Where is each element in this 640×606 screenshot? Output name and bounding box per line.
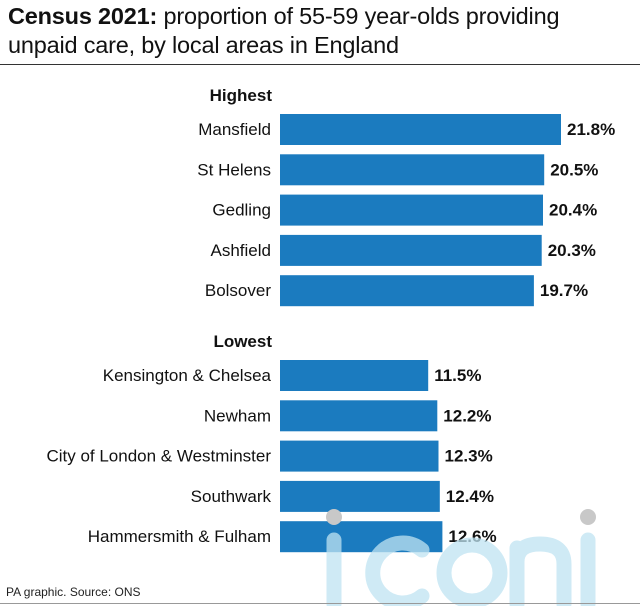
- chart-title-bold: Census 2021:: [8, 3, 158, 29]
- category-label: Southwark: [191, 487, 272, 506]
- category-label: Hammersmith & Fulham: [88, 527, 271, 546]
- value-label: 19.7%: [540, 281, 588, 300]
- value-label: 12.2%: [443, 406, 491, 425]
- bar: [280, 521, 443, 553]
- footer-divider: [0, 603, 640, 604]
- bar: [280, 154, 545, 186]
- value-label: 12.3%: [445, 447, 493, 466]
- category-label: St Helens: [197, 160, 271, 179]
- bar: [280, 480, 440, 512]
- bar: [280, 400, 438, 432]
- value-label: 20.3%: [548, 241, 596, 260]
- bar: [280, 234, 542, 266]
- value-label: 21.8%: [567, 120, 615, 139]
- category-label: Newham: [204, 406, 271, 425]
- bar-chart: Highest Mansfield 21.8% St Helens 20.5% Gedli…: [46, 86, 615, 553]
- bar: [280, 360, 429, 391]
- group-heading-lowest: Lowest: [213, 332, 272, 351]
- group-heading-highest: Highest: [210, 86, 273, 105]
- category-label: Mansfield: [198, 120, 271, 139]
- source-note: PA graphic. Source: ONS: [6, 585, 141, 599]
- category-label: City of London & Westminster: [46, 447, 271, 466]
- bar: [280, 194, 543, 226]
- category-label: Kensington & Chelsea: [103, 366, 272, 385]
- value-label: 11.5%: [434, 366, 481, 385]
- value-label: 12.6%: [448, 527, 496, 546]
- value-label: 20.5%: [550, 160, 598, 179]
- bar: [280, 440, 439, 472]
- category-label: Gedling: [212, 201, 271, 220]
- bar: [280, 275, 534, 307]
- value-label: 12.4%: [446, 487, 494, 506]
- category-label: Ashfield: [211, 241, 271, 260]
- chart-title-rest: proportion of 55-59 year-olds providing …: [8, 3, 560, 58]
- value-label: 20.4%: [549, 201, 597, 220]
- bar: [280, 114, 561, 145]
- category-label: Bolsover: [205, 281, 271, 300]
- chart-title: Census 2021: proportion of 55-59 year-ol…: [8, 2, 632, 60]
- title-divider: [0, 64, 640, 65]
